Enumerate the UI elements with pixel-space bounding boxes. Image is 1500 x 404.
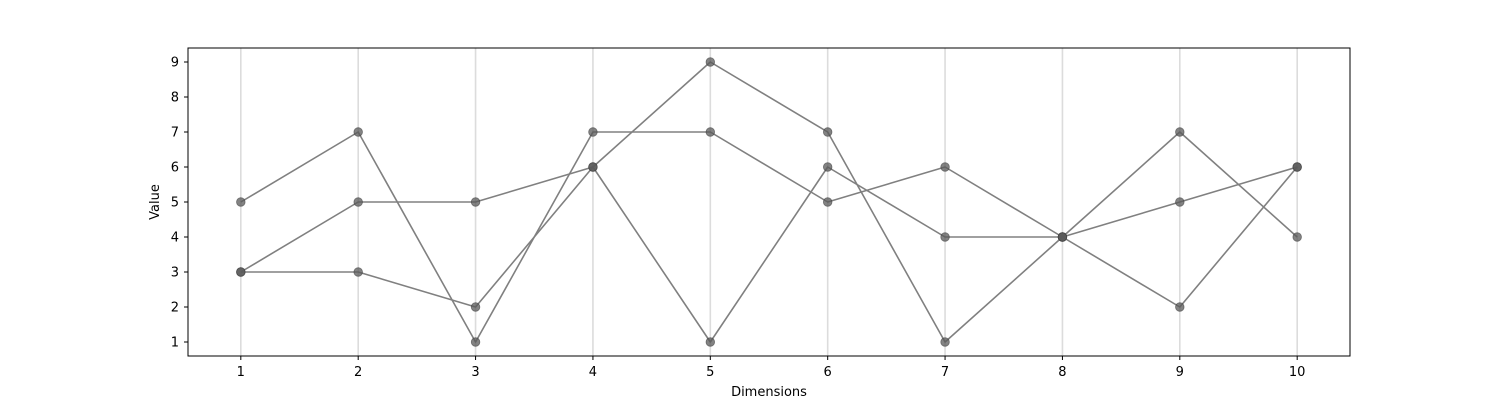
x-tick-label-9: 9: [1176, 365, 1184, 380]
x-tick-label-1: 1: [237, 365, 245, 380]
x-tick-label-10: 10: [1289, 365, 1306, 380]
y-tick-label-3: 3: [171, 266, 179, 281]
data-point-s2-x10: [1292, 232, 1302, 242]
x-axis-ticks: 1 2 3 4 5 6 7 8 9 10: [237, 356, 1306, 380]
series-line-2: [240, 61, 1298, 343]
y-axis-ticks: 1 2 3 4 5 6 7 8 9: [171, 56, 188, 351]
x-tick-label-7: 7: [941, 365, 949, 380]
data-point-s2-x5: [705, 57, 716, 67]
x-tick-label-3: 3: [471, 365, 479, 380]
data-point-s2-x3: [470, 197, 481, 207]
data-point-s1-x4: [588, 127, 598, 137]
x-tick-label-6: 6: [824, 365, 832, 380]
data-point-s1-x7: [940, 162, 950, 172]
y-tick-label-2: 2: [171, 301, 179, 316]
data-point-s1-x5: [705, 127, 716, 137]
x-tick-label-2: 2: [354, 365, 362, 380]
x-axis-label: Dimensions: [731, 385, 807, 400]
x-tick-label-8: 8: [1058, 365, 1066, 380]
data-point-s3-x3: [470, 302, 481, 312]
series-line-1: [240, 131, 1298, 343]
data-point-s1-x3: [470, 337, 481, 347]
data-point-s3-x6: [822, 162, 833, 172]
data-point-s3-x7: [940, 232, 950, 242]
y-tick-label-5: 5: [171, 196, 179, 211]
y-tick-label-8: 8: [171, 91, 179, 106]
data-point-s3-x9: [1175, 197, 1185, 207]
y-tick-label-1: 1: [171, 336, 179, 351]
data-point-s3-x4: [588, 162, 598, 172]
data-point-s1-x2: [353, 127, 363, 137]
series-lines: [240, 61, 1298, 343]
data-point-s2-x6: [822, 127, 833, 137]
data-point-s2-x2: [353, 197, 363, 207]
data-point-s3-x5: [705, 337, 716, 347]
data-point-s3-x10: [1292, 162, 1302, 172]
data-point-s1-x6: [822, 197, 833, 207]
data-point-s2-x7: [940, 337, 950, 347]
series-line-3: [240, 166, 1298, 343]
x-tick-label-5: 5: [706, 365, 714, 380]
y-tick-label-7: 7: [171, 126, 179, 141]
data-point-s3-x8: [1057, 232, 1068, 242]
data-point-s2-x9: [1175, 127, 1185, 137]
data-point-s3-x1: [236, 267, 246, 277]
data-points: [236, 57, 1302, 347]
y-tick-label-4: 4: [171, 231, 179, 246]
data-point-s1-x9: [1175, 302, 1185, 312]
x-tick-label-4: 4: [589, 365, 597, 380]
data-point-s3-x2: [353, 267, 363, 277]
data-point-s1-x1: [236, 197, 246, 207]
y-axis-label: Value: [148, 184, 163, 220]
y-tick-label-6: 6: [171, 161, 179, 176]
y-tick-label-9: 9: [171, 56, 179, 71]
